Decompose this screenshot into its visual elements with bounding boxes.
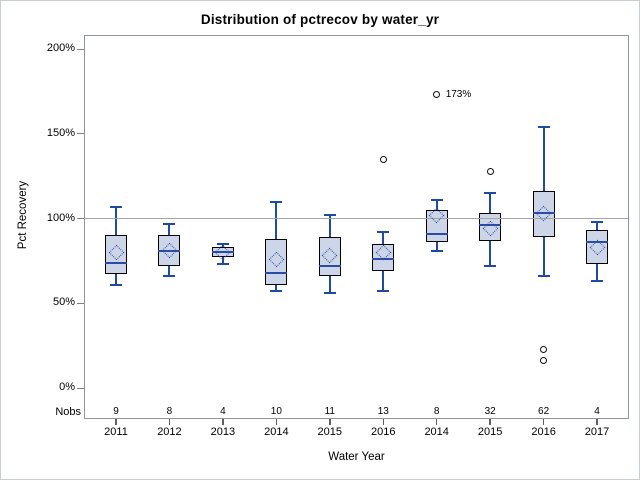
whisker-cap-top — [484, 192, 497, 195]
whisker-cap-bottom — [484, 264, 497, 267]
x-tick-label: 2013 — [210, 426, 236, 438]
box-iqr — [105, 235, 127, 275]
whisker-cap-bottom — [430, 249, 443, 252]
x-tick-mark — [115, 419, 117, 425]
median-line — [532, 212, 555, 215]
whisker-cap-bottom — [537, 275, 550, 278]
nobs-value: 32 — [484, 406, 496, 417]
median-line — [586, 241, 609, 244]
x-tick-label: 2016 — [371, 426, 396, 438]
nobs-value: 4 — [594, 406, 600, 417]
nobs-value: 8 — [433, 406, 440, 417]
whisker-cap-top — [377, 231, 390, 234]
x-tick-label: 2014 — [264, 426, 289, 438]
y-tick-label: 150% — [46, 126, 75, 139]
x-tick-label: 2015 — [477, 426, 503, 438]
nobs-value: 11 — [324, 406, 335, 417]
whisker-cap-top — [110, 205, 122, 208]
y-tick-mark — [77, 48, 84, 50]
x-tick-mark — [382, 419, 384, 425]
x-axis-label: Water Year — [328, 451, 385, 463]
y-tick-mark — [77, 133, 84, 135]
whisker-cap-bottom — [323, 292, 336, 295]
x-tick-mark — [329, 419, 331, 425]
x-tick-label: 2011 — [104, 426, 128, 438]
outlier-value-label: 173% — [445, 88, 472, 100]
outlier-point — [540, 345, 548, 353]
nobs-value: 13 — [377, 406, 389, 417]
median-line — [265, 271, 288, 274]
x-tick-mark — [275, 419, 278, 425]
whisker-cap-bottom — [270, 290, 283, 293]
chart-title: Distribution of pctrecov by water_yr — [200, 12, 440, 27]
nobs-value: 4 — [220, 406, 226, 417]
y-tick-mark — [77, 218, 84, 219]
median-line — [158, 249, 181, 252]
x-tick-mark — [489, 419, 491, 425]
nobs-value: 62 — [538, 406, 550, 417]
whisker-cap-bottom — [216, 263, 229, 266]
whisker-cap-top — [216, 242, 229, 245]
whisker-cap-top — [163, 222, 176, 225]
median-line — [211, 251, 234, 254]
outlier-point — [486, 167, 494, 175]
median-line — [318, 264, 341, 267]
x-tick-label: 2012 — [157, 426, 182, 438]
whisker-cap-bottom — [591, 280, 604, 283]
x-tick-mark — [222, 419, 224, 425]
nobs-row-label: Nobs — [55, 406, 81, 418]
outlier-point — [379, 155, 387, 163]
box-iqr — [479, 213, 502, 241]
median-line — [425, 232, 448, 235]
reference-line-100pct — [85, 217, 628, 220]
x-tick-mark — [596, 419, 598, 425]
box-iqr — [586, 230, 609, 265]
nobs-value: 8 — [166, 406, 173, 417]
box-iqr — [372, 243, 395, 272]
y-tick-label: 0% — [59, 381, 75, 393]
y-tick-mark — [77, 302, 84, 304]
whisker-cap-top — [537, 125, 550, 128]
whisker-cap-top — [270, 200, 283, 203]
outlier-point — [433, 91, 441, 99]
whisker-cap-bottom — [110, 283, 122, 286]
nobs-value: 10 — [270, 406, 282, 417]
whisker-cap-top — [591, 220, 604, 223]
nobs-value: 9 — [113, 406, 119, 417]
y-tick-label: 200% — [46, 42, 75, 54]
outlier-point — [540, 357, 548, 365]
median-line — [372, 258, 395, 261]
x-tick-label: 2015 — [317, 426, 343, 438]
y-tick-label: 50% — [52, 296, 75, 309]
x-tick-mark — [168, 419, 171, 425]
median-line — [479, 224, 502, 227]
y-tick-label: 100% — [46, 211, 75, 224]
whisker-cap-top — [430, 198, 443, 201]
whisker-cap-bottom — [377, 290, 390, 293]
x-tick-label: 2016 — [531, 426, 556, 438]
x-tick-mark — [435, 419, 438, 425]
x-tick-label: 2017 — [584, 426, 610, 438]
whisker-cap-bottom — [163, 275, 176, 278]
y-tick-mark — [77, 387, 84, 389]
median-line — [105, 261, 127, 264]
y-axis-label: Pct Recovery — [17, 180, 29, 250]
whisker-cap-top — [323, 214, 336, 217]
x-tick-mark — [542, 419, 545, 425]
x-tick-label: 2014 — [424, 426, 449, 438]
